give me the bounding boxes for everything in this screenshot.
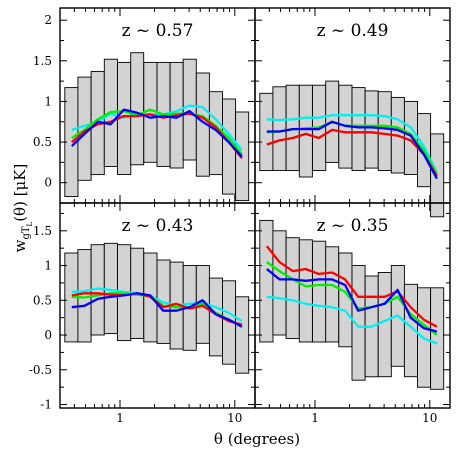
y-tick-label: 0.5 [33, 293, 52, 307]
series-line-2 [266, 268, 438, 333]
y-axis-label-sub: gT [21, 226, 32, 239]
series-line-3 [266, 295, 438, 345]
series-line-1 [71, 108, 243, 156]
error-box-7 [351, 87, 366, 171]
y-tick-label: -0.5 [29, 363, 52, 377]
svg-text:wgTL(θ) [μK]: wgTL(θ) [μK] [11, 164, 34, 253]
series-line-3 [266, 120, 438, 180]
series-line-2 [266, 128, 438, 177]
series-line-0 [266, 114, 438, 174]
error-box-5 [130, 52, 145, 166]
y-axis-label: wgTL(θ) [μK] [11, 164, 34, 253]
error-box-3 [298, 239, 313, 343]
error-box-1 [272, 230, 287, 336]
y-tick-label: 0 [44, 176, 52, 190]
y-tick-label: -1 [40, 398, 52, 412]
series-line-0 [71, 287, 243, 323]
error-box-8 [364, 90, 379, 169]
y-axis-label-symbol: w [11, 239, 29, 252]
y-tick-label: 1 [44, 94, 52, 108]
error-box-3 [298, 84, 313, 178]
error-box-13 [235, 296, 250, 374]
error-box-9 [377, 91, 392, 171]
y-axis-label-rest: (θ) [μK] [11, 164, 29, 222]
error-box-1 [272, 86, 287, 171]
panel-title: z ~ 0.49 [317, 21, 389, 41]
series-line-0 [71, 104, 243, 151]
panel-title: z ~ 0.57 [122, 21, 194, 41]
y-tick-label: 1.5 [33, 224, 52, 238]
x-tick-label: 10 [422, 411, 437, 425]
panel-bottom-right: 1 10 z ~ 0.35 [254, 202, 451, 425]
y-tick-label: 1 [44, 259, 52, 273]
x-tick-label: 10 [227, 411, 242, 425]
error-box-2 [285, 237, 300, 339]
y-tick-label: 1.5 [33, 54, 52, 68]
error-box-9 [182, 58, 197, 161]
error-box-0 [259, 219, 274, 343]
panel-frame [254, 202, 451, 409]
error-box-9 [377, 272, 392, 378]
error-box-4 [312, 240, 327, 343]
panel-bottom-left: 1 10 -1 -0.5 0 0.5 1 1.5 z ~ 0.43 [29, 202, 256, 425]
series-line-3 [71, 108, 243, 158]
x-axis-label: θ (degrees) [214, 430, 300, 448]
y-tick-label: 0 [44, 328, 52, 342]
y-tick-label: 0.5 [33, 135, 52, 149]
y-axis-label-subsub: L [26, 221, 34, 226]
series-line-0 [265, 245, 438, 328]
x-tick-label: 1 [116, 411, 124, 425]
y-tick-label: 2 [44, 13, 52, 27]
panel-top-left: 0 0.5 1 1.5 2 z ~ 0.57 [33, 7, 256, 204]
panel-title: z ~ 0.35 [317, 216, 389, 236]
panel-top-right: z ~ 0.49 [254, 7, 451, 218]
panel-title: z ~ 0.43 [122, 216, 194, 236]
series-line-3 [71, 292, 243, 328]
error-box-13 [430, 287, 445, 390]
error-box-5 [325, 246, 340, 343]
x-tick-label: 1 [311, 411, 319, 425]
